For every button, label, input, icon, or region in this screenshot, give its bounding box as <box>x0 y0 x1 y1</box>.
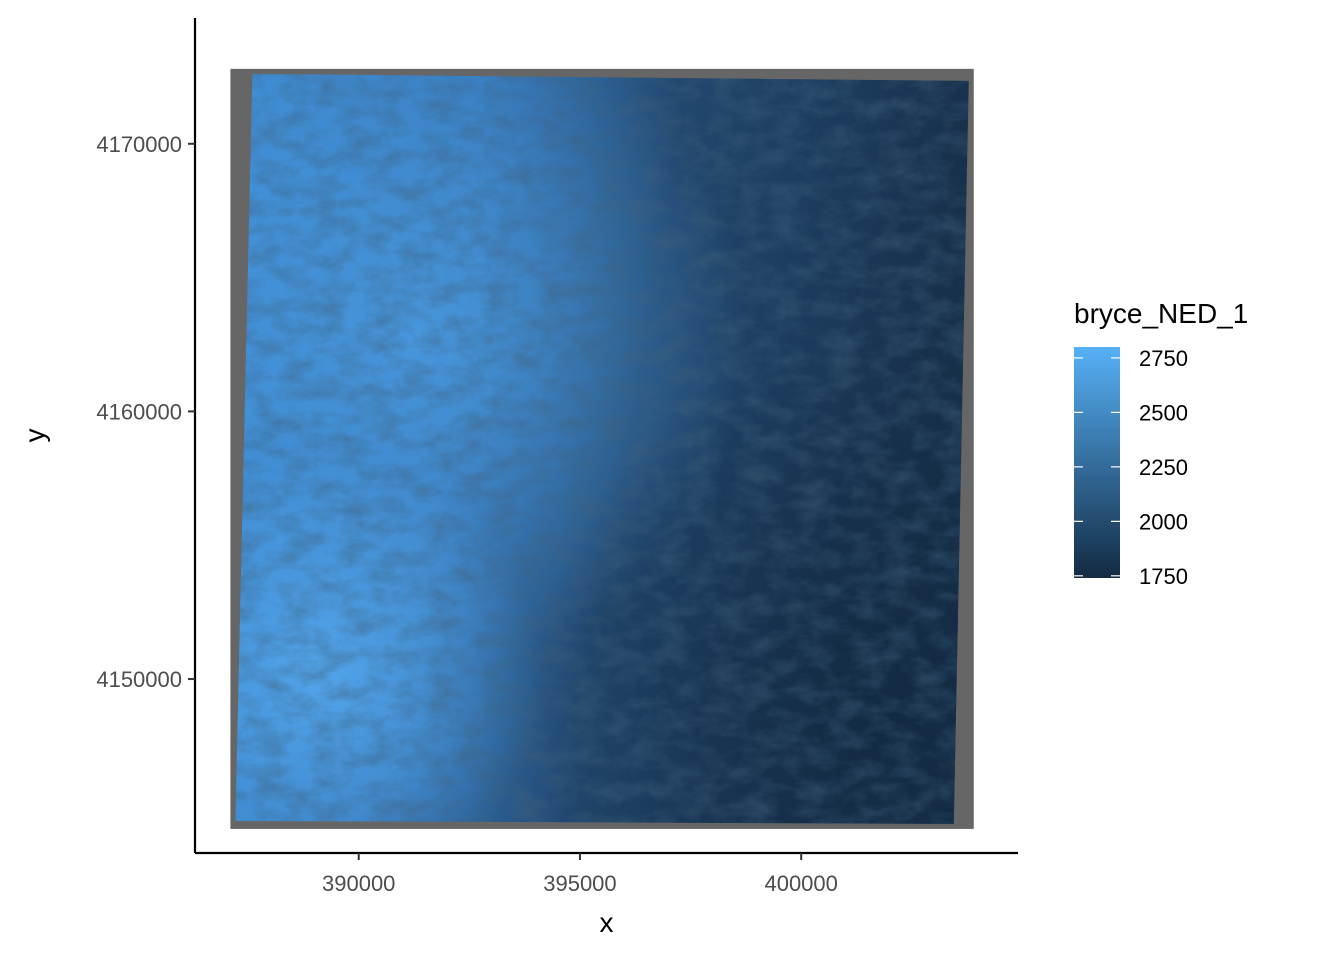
elevation-raster <box>235 73 969 824</box>
legend: bryce_NED_1 2750 2500 2250 2000 1750 <box>1074 298 1248 589</box>
legend-break-label: 2250 <box>1139 455 1188 480</box>
legend-break-label: 2000 <box>1139 509 1188 534</box>
legend-break-label: 1750 <box>1139 564 1188 589</box>
raster-texture <box>235 73 969 824</box>
legend-break-label: 2500 <box>1139 400 1188 425</box>
x-axis: 390000 395000 400000 <box>195 851 1018 896</box>
y-axis: 4150000 4160000 4170000 <box>96 18 197 853</box>
legend-title: bryce_NED_1 <box>1074 298 1248 329</box>
legend-break-label: 2750 <box>1139 346 1188 371</box>
x-tick-label: 400000 <box>764 871 837 896</box>
y-axis-title: y <box>19 429 50 443</box>
x-axis-title: x <box>600 907 614 938</box>
y-tick-label: 4170000 <box>96 132 182 157</box>
y-tick-label: 4150000 <box>96 667 182 692</box>
legend-colorbar <box>1074 347 1120 578</box>
legend-ticks: 2750 2500 2250 2000 1750 <box>1074 346 1188 589</box>
x-tick-label: 395000 <box>543 871 616 896</box>
plot-panel <box>230 68 974 829</box>
y-tick-label: 4160000 <box>96 399 182 424</box>
x-tick-label: 390000 <box>322 871 395 896</box>
